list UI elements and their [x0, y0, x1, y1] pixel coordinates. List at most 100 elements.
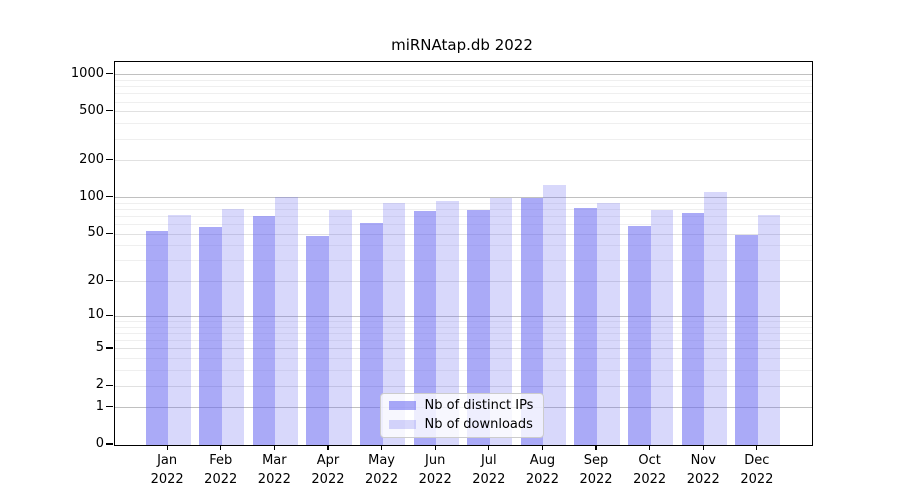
x-tick-label-dec: Dec 2022 — [721, 452, 793, 489]
x-tick-label-mar: Mar 2022 — [238, 452, 310, 489]
x-tick-mark-sep — [595, 445, 597, 451]
bar-ips-jun — [413, 211, 437, 445]
x-label-year: 2022 — [740, 471, 774, 487]
x-tick-mark-jan — [166, 445, 168, 451]
legend-label-downloads: Nb of downloads — [424, 417, 533, 432]
bar-downloads-oct — [650, 210, 674, 445]
x-tick-label-apr: Apr 2022 — [292, 452, 364, 489]
gridline-500 — [114, 111, 812, 113]
x-label-month: Aug — [529, 453, 556, 468]
x-tick-mark-jul — [488, 445, 490, 451]
minor-gridline — [114, 224, 812, 226]
x-label-year: 2022 — [686, 471, 720, 487]
gridline-20 — [114, 281, 812, 283]
bar-ips-jan — [145, 231, 169, 445]
y-tick-mark-500 — [106, 110, 113, 112]
x-tick-label-may: May 2022 — [346, 452, 418, 489]
x-label-year: 2022 — [579, 471, 613, 487]
plot-area: Nb of distinct IPs Nb of downloads — [113, 61, 813, 446]
gridline-1000 — [114, 74, 812, 76]
bar-downloads-nov — [704, 191, 727, 445]
y-tick-mark-20 — [106, 280, 113, 282]
y-tick-mark-1 — [106, 406, 113, 408]
minor-gridline — [114, 123, 812, 125]
x-label-year: 2022 — [418, 471, 452, 487]
y-tick-mark-100 — [106, 196, 113, 198]
x-tick-mark-apr — [327, 445, 329, 451]
minor-gridline — [114, 216, 812, 218]
bar-downloads-apr — [328, 210, 352, 445]
x-label-year: 2022 — [204, 471, 238, 487]
x-tick-mark-aug — [541, 445, 543, 451]
gridline-5 — [114, 348, 812, 350]
x-label-year: 2022 — [633, 471, 667, 487]
x-tick-label-jul: Jul 2022 — [453, 452, 525, 489]
y-tick-mark-2 — [106, 384, 113, 386]
minor-gridline — [114, 321, 812, 323]
x-label-month: Jul — [480, 453, 497, 468]
legend: Nb of distinct IPs Nb of downloads — [379, 392, 544, 438]
y-tick-mark-200 — [106, 159, 113, 161]
minor-gridline — [114, 202, 812, 204]
x-label-month: Apr — [316, 453, 340, 468]
y-tick-label-0: 0 — [95, 436, 104, 451]
x-label-year: 2022 — [311, 471, 345, 487]
x-label-month: Mar — [262, 453, 287, 468]
x-label-month: Oct — [638, 453, 661, 468]
y-tick-label-200: 200 — [79, 151, 104, 167]
bar-ips-oct — [628, 225, 651, 445]
x-label-month: Feb — [209, 453, 233, 468]
bar-ips-mar — [252, 215, 276, 445]
minor-gridline — [114, 86, 812, 88]
bar-downloads-sep — [597, 202, 620, 445]
bar-ips-feb — [199, 227, 222, 445]
minor-gridline — [114, 370, 812, 372]
minor-gridline — [114, 333, 812, 335]
bar-ips-nov — [681, 212, 705, 445]
x-tick-label-oct: Oct 2022 — [614, 452, 686, 489]
bar-ips-dec — [735, 235, 758, 445]
x-tick-label-jan: Jan 2022 — [131, 452, 203, 489]
x-label-year: 2022 — [150, 471, 184, 487]
chart-title: miRNAtap.db 2022 — [391, 36, 533, 54]
gridline-100 — [114, 197, 812, 199]
minor-gridline — [114, 79, 812, 81]
x-label-month: Jan — [157, 453, 178, 468]
minor-gridline — [114, 93, 812, 95]
x-tick-label-aug: Aug 2022 — [506, 452, 578, 489]
x-label-year: 2022 — [257, 471, 291, 487]
bar-ips-apr — [306, 236, 329, 445]
bar-downloads-mar — [275, 197, 298, 445]
x-label-month: Dec — [744, 453, 770, 468]
minor-gridline — [114, 340, 812, 342]
x-label-month: Jun — [425, 453, 446, 468]
gridline-2 — [114, 385, 812, 387]
bar-downloads-aug — [543, 185, 567, 445]
y-tick-mark-0 — [106, 443, 113, 445]
y-tick-label-5: 5 — [95, 339, 104, 355]
x-label-year: 2022 — [365, 471, 399, 487]
x-label-year: 2022 — [525, 471, 559, 487]
y-tick-mark-50 — [106, 232, 113, 234]
y-tick-label-500: 500 — [79, 102, 104, 118]
legend-label-distinct-ips: Nb of distinct IPs — [424, 398, 534, 413]
y-tick-label-20: 20 — [87, 272, 104, 288]
minor-gridline — [114, 260, 812, 262]
minor-gridline — [114, 245, 812, 247]
y-tick-label-50: 50 — [87, 225, 104, 241]
minor-gridline — [114, 358, 812, 360]
legend-swatch-downloads — [388, 420, 416, 429]
bar-ips-aug — [520, 198, 544, 445]
y-tick-label-10: 10 — [87, 307, 104, 323]
x-label-month: May — [368, 453, 395, 468]
x-tick-mark-oct — [649, 445, 651, 451]
y-tick-label-100: 100 — [79, 188, 104, 204]
x-tick-mark-nov — [702, 445, 704, 451]
y-tick-mark-1000 — [106, 73, 113, 75]
legend-swatch-distinct-ips — [388, 401, 416, 410]
x-tick-mark-jun — [434, 445, 436, 451]
bar-downloads-dec — [757, 215, 781, 445]
x-tick-mark-feb — [220, 445, 222, 451]
y-tick-label-2: 2 — [95, 377, 104, 393]
